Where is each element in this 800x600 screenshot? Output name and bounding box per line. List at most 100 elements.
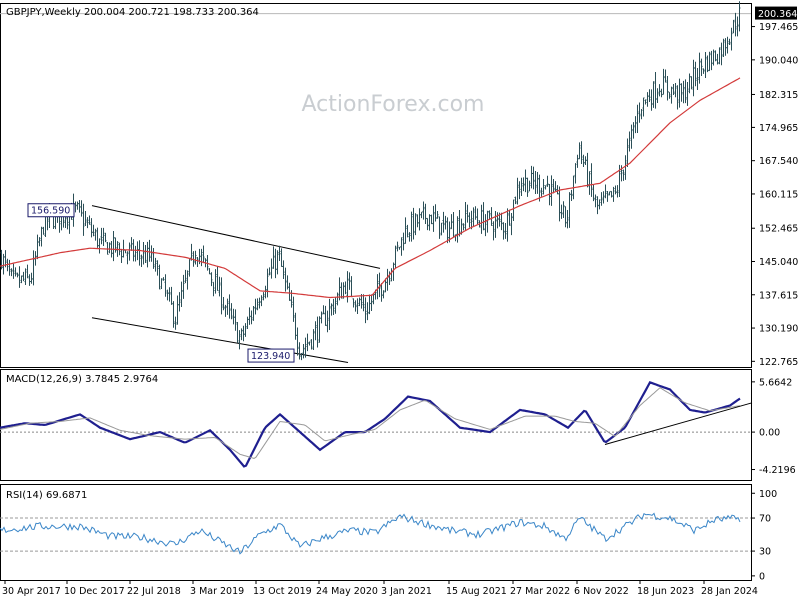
price-bar — [680, 83, 683, 102]
price-bar — [422, 201, 425, 220]
price-bar — [208, 268, 211, 275]
price-bar — [528, 180, 531, 192]
price-bar — [252, 306, 255, 321]
price-bar — [414, 213, 417, 236]
price-bar — [638, 102, 641, 123]
price-bar — [408, 232, 411, 242]
price-bar — [666, 76, 669, 101]
price-bar — [334, 297, 337, 314]
price-tick-label: 197.465 — [759, 22, 798, 33]
price-bar — [410, 211, 413, 242]
price-bar — [78, 200, 81, 213]
price-bar — [398, 246, 401, 250]
price-bar — [188, 259, 191, 277]
macd-trendline — [604, 402, 753, 445]
price-bar — [570, 189, 573, 202]
price-bar — [308, 341, 311, 346]
price-bar — [576, 154, 579, 168]
price-bar — [622, 169, 625, 181]
price-bar — [428, 214, 431, 231]
price-bar — [432, 205, 435, 232]
price-bar — [214, 269, 217, 294]
price-bar — [312, 329, 315, 351]
price-bar — [490, 207, 493, 226]
price-bar — [28, 274, 31, 286]
price-bar — [124, 249, 127, 254]
price-bar — [718, 47, 721, 65]
last-price-box — [755, 6, 797, 20]
x-tick-label: 24 May 2020 — [316, 586, 378, 597]
price-axis: 197.465 190.040 182.315 174.965 167.540 160.1… — [751, 6, 798, 368]
price-bar — [532, 166, 535, 190]
x-axis: 30 Apr 2017 10 Dec 2017 22 Jul 2018 3 Mar 2… — [2, 580, 758, 597]
x-tick-label: 15 Aug 2021 — [446, 586, 507, 597]
price-bar — [446, 217, 449, 244]
price-bar — [108, 242, 111, 254]
price-bar — [322, 305, 325, 315]
price-bar — [438, 216, 441, 239]
price-bar — [260, 295, 263, 307]
price-bar — [668, 91, 671, 99]
price-tick-label: 130.190 — [759, 324, 798, 335]
macd-layer: 5.6642 0.00 -4.2196 — [0, 377, 796, 476]
price-bar — [394, 245, 397, 269]
price-bar — [496, 212, 499, 229]
price-bar — [512, 199, 515, 222]
price-bar — [100, 227, 103, 245]
price-bar — [206, 255, 209, 271]
price-bar — [612, 186, 615, 202]
price-bar — [248, 307, 251, 325]
price-bar — [404, 217, 407, 244]
price-bar — [688, 73, 691, 94]
price-bar — [728, 38, 731, 46]
price-bar — [388, 271, 391, 286]
price-bar — [304, 337, 307, 358]
price-bar — [14, 267, 17, 277]
price-bar — [20, 275, 23, 284]
price-bar — [82, 203, 85, 236]
price-bar — [376, 274, 379, 300]
price-bar — [486, 210, 489, 233]
price-bar — [462, 223, 465, 231]
price-bar — [470, 210, 473, 230]
price-bar — [16, 272, 19, 278]
price-bar — [472, 207, 475, 227]
price-bar — [426, 217, 429, 231]
price-bar — [372, 294, 375, 305]
price-bar — [230, 303, 233, 320]
rsi-layer: 100 70 30 0 — [0, 489, 777, 582]
price-bar — [640, 109, 643, 120]
price-bar — [500, 212, 503, 231]
price-bar — [602, 191, 605, 204]
price-bar — [180, 281, 183, 308]
trendline — [91, 205, 381, 269]
price-bar — [352, 298, 355, 308]
price-bar — [586, 152, 589, 188]
price-bar — [508, 209, 511, 226]
price-bar — [406, 224, 409, 238]
price-bar — [244, 323, 247, 337]
price-bar — [690, 76, 693, 90]
price-bar — [140, 254, 143, 267]
price-bar — [542, 179, 545, 195]
price-bar — [120, 248, 123, 264]
x-tick-label: 3 Mar 2019 — [190, 586, 244, 597]
price-bar — [488, 210, 491, 220]
price-bar — [658, 84, 661, 97]
price-bar — [318, 316, 321, 343]
price-tick-label: 145.040 — [759, 257, 798, 268]
price-bar — [662, 68, 665, 95]
rsi-panel-frame — [0, 484, 752, 581]
price-bar — [102, 227, 105, 247]
price-bar — [348, 272, 351, 290]
signal-line — [0, 387, 741, 459]
price-bar — [30, 272, 33, 284]
price-panel-title: GBPJPY,Weekly 200.004 200.721 198.733 20… — [6, 7, 259, 18]
price-bar — [232, 308, 235, 325]
price-bar — [420, 211, 423, 219]
price-bar — [380, 283, 383, 302]
price-bar — [684, 79, 687, 104]
price-bar — [92, 224, 95, 237]
price-bar — [22, 271, 25, 282]
price-bar — [210, 272, 213, 287]
